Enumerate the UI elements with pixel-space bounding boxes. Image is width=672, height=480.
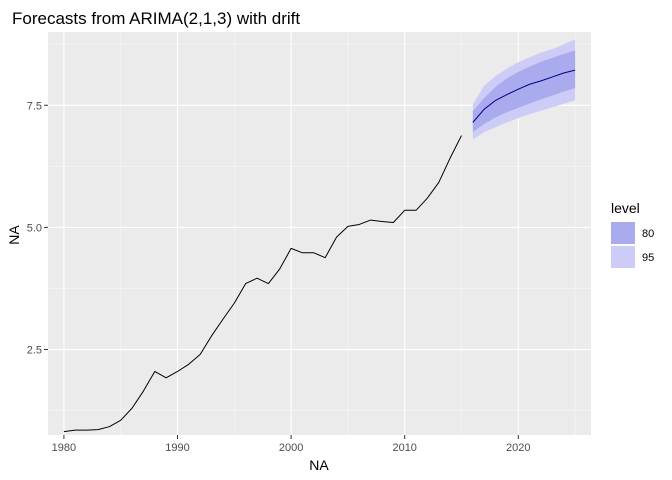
grid-major [48, 32, 591, 435]
series-lines [63, 69, 576, 433]
legend-swatch-80 [611, 222, 635, 244]
interval-band-80 [472, 50, 576, 133]
legend: level 80 95 [611, 200, 654, 268]
x-tick-label: 2000 [279, 442, 303, 454]
y-axis-title: NA [6, 225, 22, 245]
legend-swatch-95 [611, 246, 635, 268]
x-tick-label: 1990 [165, 442, 189, 454]
y-tick-label: 7.5 [27, 100, 42, 112]
x-tick-label: 2010 [392, 442, 416, 454]
forecast-intervals [472, 39, 576, 140]
chart-title: Forecasts from ARIMA(2,1,3) with drift [12, 9, 300, 28]
x-axis: 1980 1990 2000 2010 2020 [52, 435, 531, 454]
observed-line [63, 135, 462, 433]
legend-label-80: 80 [642, 228, 654, 240]
x-tick-label: 1980 [52, 442, 76, 454]
x-axis-title: NA [309, 457, 329, 473]
legend-title: level [611, 200, 640, 216]
x-tick-label: 2020 [506, 442, 530, 454]
y-tick-label: 2.5 [27, 345, 42, 357]
y-tick-label: 5.0 [27, 222, 42, 234]
grid-minor [48, 32, 591, 435]
y-axis: 2.5 5.0 7.5 [27, 100, 48, 357]
forecast-line [472, 69, 576, 123]
legend-label-95: 95 [642, 252, 654, 264]
